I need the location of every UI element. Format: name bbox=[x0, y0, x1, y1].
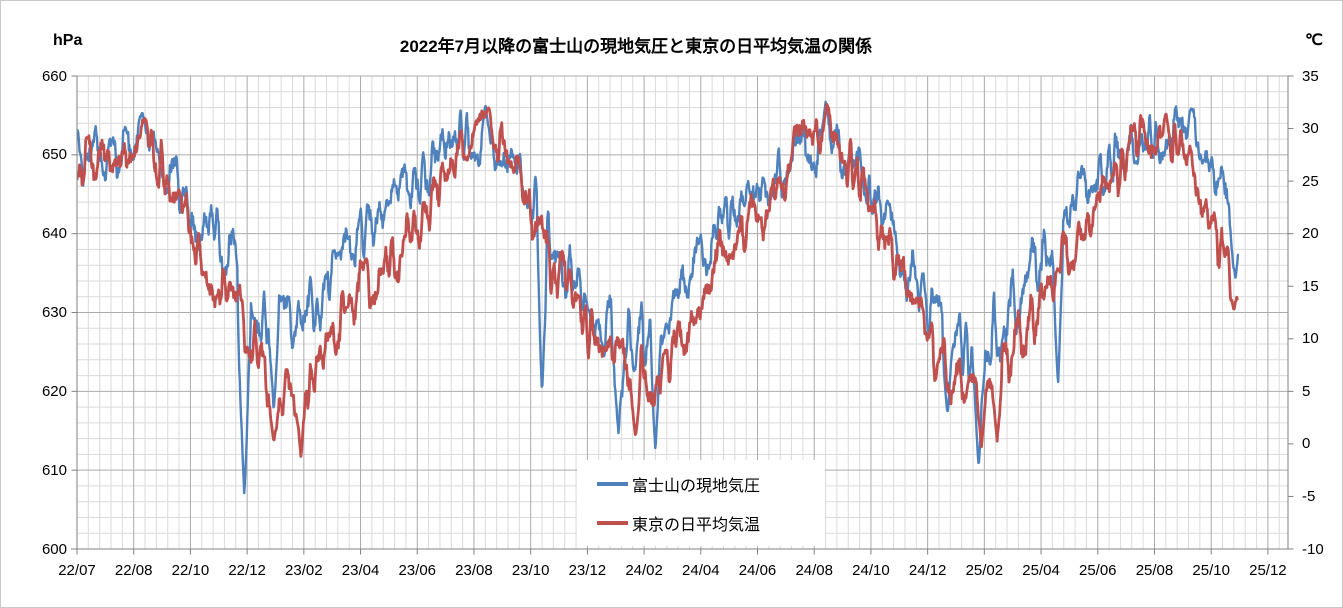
right-axis-tick-label: 30 bbox=[1302, 120, 1319, 138]
right-axis-tick-label: 15 bbox=[1302, 277, 1319, 295]
right-axis-tick-label: 5 bbox=[1302, 382, 1311, 400]
legend-item-pressure: 富士山の現地気圧 bbox=[597, 472, 825, 496]
x-axis-tick-label: 24/10 bbox=[852, 562, 890, 579]
x-axis-tick-label: 22/08 bbox=[114, 562, 153, 579]
right-axis-tick-label: 25 bbox=[1302, 172, 1319, 190]
x-axis-tick-label: 22/10 bbox=[171, 562, 210, 579]
temperature-series-line bbox=[77, 102, 1239, 458]
left-axis-unit-label: hPa bbox=[53, 32, 83, 49]
x-axis-tick-label: 23/06 bbox=[398, 562, 437, 579]
left-axis-tick-label: 610 bbox=[41, 461, 67, 479]
right-axis-tick-label: 20 bbox=[1302, 225, 1319, 243]
temperature-line-swatch bbox=[597, 520, 628, 525]
x-axis-tick-label: 23/08 bbox=[455, 562, 493, 579]
x-axis-tick-label: 23/04 bbox=[341, 562, 380, 579]
pressure-series-line bbox=[77, 100, 1240, 495]
left-axis-tick-label: 650 bbox=[41, 146, 67, 164]
left-axis-tick-label: 640 bbox=[41, 225, 67, 243]
legend-label-temperature: 東京の日平均気温 bbox=[632, 516, 761, 534]
right-axis-unit-label: ℃ bbox=[1305, 32, 1323, 49]
x-axis-tick-label: 24/12 bbox=[908, 562, 947, 579]
x-axis-tick-label: 23/02 bbox=[285, 562, 323, 579]
x-axis-tick-label: 22/12 bbox=[228, 562, 266, 579]
x-axis-tick-label: 24/08 bbox=[795, 562, 833, 579]
pressure-line-swatch bbox=[597, 481, 628, 486]
legend-label-pressure: 富士山の現地気圧 bbox=[632, 477, 761, 495]
legend-item-temperature: 東京の日平均気温 bbox=[597, 511, 825, 535]
x-axis-tick-label: 23/12 bbox=[568, 562, 607, 579]
x-axis-tick-label: 24/02 bbox=[625, 562, 663, 579]
right-axis-tick-label: 0 bbox=[1302, 435, 1311, 453]
x-axis-tick-label: 23/10 bbox=[511, 562, 550, 579]
left-axis-tick-label: 630 bbox=[41, 304, 67, 321]
x-axis-tick-label: 24/06 bbox=[738, 562, 777, 579]
x-axis-tick-label: 25/04 bbox=[1022, 562, 1060, 579]
right-axis-tick-label: -5 bbox=[1302, 487, 1316, 505]
right-axis-tick-label: -10 bbox=[1302, 540, 1324, 558]
right-axis-tick-label: 10 bbox=[1302, 330, 1319, 348]
left-axis-tick-label: 600 bbox=[41, 540, 67, 558]
x-axis-tick-label: 25/12 bbox=[1249, 562, 1287, 579]
left-axis-tick-label: 660 bbox=[41, 67, 67, 85]
legend: 富士山の現地気圧 東京の日平均気温 bbox=[577, 460, 825, 546]
x-axis-tick-label: 25/06 bbox=[1078, 562, 1117, 579]
x-axis-tick-label: 25/08 bbox=[1135, 562, 1174, 579]
x-axis-tick-label: 24/04 bbox=[682, 562, 720, 579]
x-axis-tick-label: 25/02 bbox=[965, 562, 1004, 579]
x-axis-tick-label: 25/10 bbox=[1192, 562, 1230, 579]
x-axis-tick-label: 22/07 bbox=[58, 562, 96, 579]
left-axis-tick-label: 620 bbox=[41, 382, 67, 400]
right-axis-tick-label: 35 bbox=[1302, 67, 1319, 85]
chart-title: 2022年7月以降の富士山の現地気圧と東京の日平均気温の関係 bbox=[399, 37, 873, 56]
